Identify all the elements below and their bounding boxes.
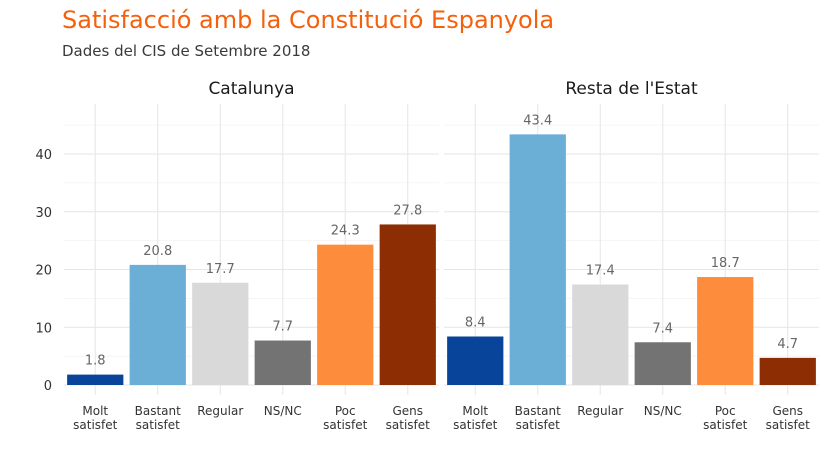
bar-1-5: [317, 244, 374, 385]
data-label: 43.4: [523, 113, 552, 128]
x-tick-label: Molt satisfet: [453, 404, 498, 432]
data-label: 7.7: [272, 320, 293, 335]
x-tick-label: Gens satisfet: [766, 404, 811, 432]
chart-title: Satisfacció amb la Constitució Espanyola: [62, 6, 555, 34]
x-tick-label: Bastant satisfet: [135, 404, 182, 432]
data-label: 4.7: [777, 337, 798, 352]
panel-title-2: Resta de l'Estat: [565, 79, 698, 99]
data-label: 24.3: [331, 224, 360, 239]
bar-2-3: [572, 284, 629, 385]
panel-title-1: Catalunya: [208, 79, 294, 99]
data-label: 8.4: [465, 315, 486, 330]
y-tick-label: 10: [35, 321, 52, 336]
data-label: 17.4: [586, 264, 615, 279]
x-tick-label: Poc satisfet: [703, 404, 748, 432]
data-label: 20.8: [143, 244, 172, 259]
data-label: 18.7: [711, 256, 740, 271]
bar-2-1: [447, 336, 504, 385]
x-tick-label: Regular: [197, 404, 243, 418]
bar-2-6: [759, 357, 816, 385]
x-tick-label: Poc satisfet: [323, 404, 368, 432]
data-label: 17.7: [206, 262, 235, 277]
bar-2-5: [697, 277, 754, 385]
x-tick-label: Bastant satisfet: [515, 404, 562, 432]
y-tick-label: 30: [35, 206, 52, 221]
bar-1-2: [129, 264, 186, 385]
x-tick-label: NS/NC: [644, 404, 682, 418]
x-tick-label: Regular: [577, 404, 623, 418]
y-tick-label: 20: [35, 264, 52, 279]
bar-1-3: [192, 282, 249, 385]
data-label: 27.8: [393, 203, 422, 218]
y-tick-label: 0: [44, 379, 52, 394]
bar-1-1: [67, 374, 124, 385]
y-tick-label: 40: [35, 148, 52, 163]
data-label: 1.8: [85, 354, 106, 369]
x-tick-label: NS/NC: [264, 404, 302, 418]
x-tick-label: Gens satisfet: [386, 404, 431, 432]
chart-subtitle: Dades del CIS de Setembre 2018: [62, 42, 311, 60]
x-tick-label: Molt satisfet: [73, 404, 118, 432]
bar-1-4: [254, 340, 311, 385]
bar-2-4: [634, 342, 691, 385]
bar-1-6: [379, 224, 436, 385]
data-label: 7.4: [652, 321, 673, 336]
bar-2-2: [509, 134, 566, 385]
